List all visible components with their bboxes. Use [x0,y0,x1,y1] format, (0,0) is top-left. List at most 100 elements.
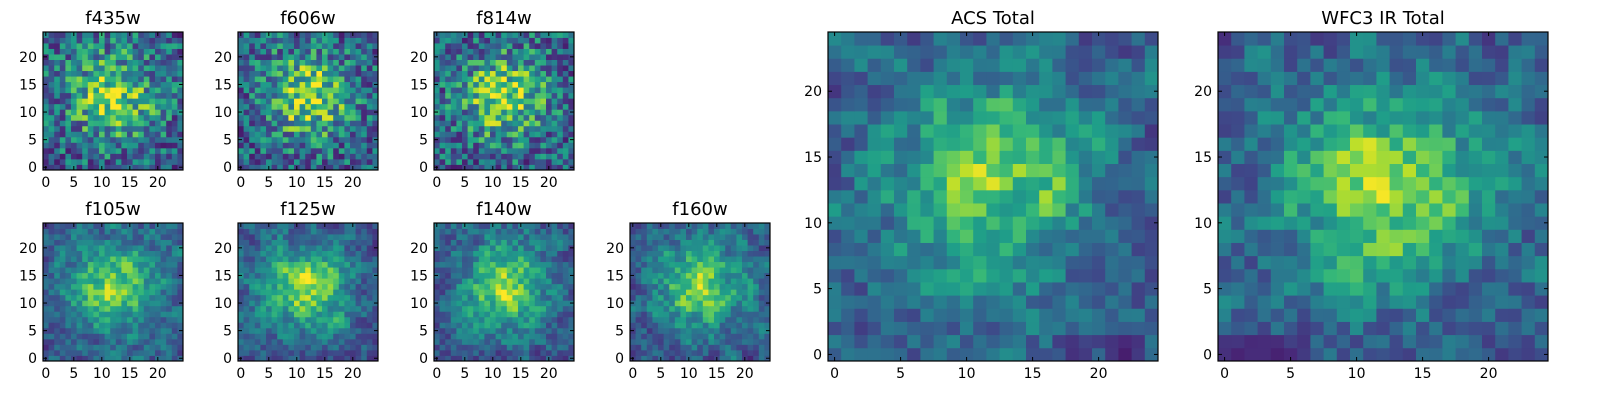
heatmap-cell [249,223,256,229]
heatmap-cell [238,48,244,55]
heatmap-cell [450,76,457,83]
heatmap-cell [512,344,519,351]
heatmap-cell [87,278,94,285]
heatmap-cell [635,355,642,362]
heatmap-cell [986,282,1000,296]
heatmap-cell [155,250,161,257]
heatmap-cell [1065,255,1080,270]
heatmap-cell [93,289,100,296]
heatmap-cell [238,87,244,94]
heatmap-cell [143,120,150,127]
heatmap-cell [104,81,111,88]
heatmap-cell [99,120,105,127]
heatmap-cell [143,147,150,154]
heatmap-cell [546,245,552,251]
heatmap-cell [501,120,508,127]
heatmap-cell [894,282,908,296]
heatmap-cell [506,333,513,340]
heatmap-cell [986,334,1000,349]
heatmap-cell [132,43,139,49]
heatmap-cell [93,114,100,121]
heatmap-cell [366,283,373,290]
heatmap-cell [518,76,524,83]
heatmap-cell [473,267,480,274]
heatmap-cell [490,267,496,274]
heatmap-cell [48,228,55,235]
heatmap-cell [445,344,452,351]
heatmap-cell [305,81,312,88]
heatmap-cell [484,153,491,160]
heatmap-cell [439,54,446,60]
heatmap-cell [344,294,351,301]
heatmap-cell [361,250,368,257]
heatmap-cell [758,283,765,290]
heatmap-cell [266,125,272,132]
heatmap-cell [933,150,948,164]
heatmap-cell [166,142,173,149]
heatmap-cell [372,32,379,38]
heatmap-cell [551,322,558,329]
heatmap-cell [171,228,178,235]
heatmap-cell [523,311,530,318]
heatmap-cell [674,228,681,235]
heatmap-cell [322,92,328,99]
heatmap-cell [254,294,261,301]
heatmap-cell [338,153,345,160]
heatmap-cell [310,114,317,121]
heatmap-cell [277,305,284,312]
heatmap-cell [467,164,474,171]
heatmap-cell [366,272,373,279]
heatmap-cell [501,283,508,290]
heatmap-cell [501,272,508,279]
heatmap-cell [456,322,463,329]
heatmap-cell [529,256,536,263]
heatmap-cell [439,355,446,362]
heatmap-cell [177,125,184,132]
heatmap-cell [534,76,541,83]
heatmap-cell [71,305,77,312]
heatmap-cell [490,125,496,132]
heatmap-cell [646,316,653,323]
heatmap-cell [719,250,726,257]
heatmap-cell [254,316,261,323]
heatmap-cell [138,300,145,307]
heatmap-cell [462,245,468,251]
heatmap-cell [445,142,452,149]
heatmap-cell [546,125,552,132]
heatmap-cell [462,37,468,44]
heatmap-cell [110,239,117,246]
heatmap-cell [1039,282,1053,296]
heatmap-cell [518,158,524,165]
heatmap-cell [277,333,284,340]
heatmap-cell [344,355,351,362]
heatmap-cell [1065,268,1080,283]
heatmap-cell [243,311,250,318]
heatmap-cell [288,125,295,132]
heatmap-cell [841,321,855,336]
y-tick-label: 10 [410,105,428,121]
heatmap-cell [534,70,541,77]
heatmap-cell [138,59,145,66]
heatmap-cell [630,289,636,296]
heatmap-cell [534,65,541,72]
heatmap-cell [344,278,351,285]
heatmap-cell [551,316,558,323]
heatmap-cell [93,234,100,240]
heatmap-cell [742,228,748,235]
heatmap-cell [149,136,156,143]
heatmap-cell [171,59,178,66]
heatmap-cell [473,59,480,66]
heatmap-cell [149,272,156,279]
heatmap-cell [54,131,61,138]
heatmap-cell [271,147,278,154]
heatmap-cell [546,92,552,99]
heatmap-cell [450,355,457,362]
heatmap-cell [529,316,536,323]
heatmap-cell [674,239,681,246]
heatmap-cell [674,333,681,340]
heatmap-cell [115,289,122,296]
heatmap-cell [697,322,704,329]
heatmap-cell [260,294,267,301]
heatmap-cell [880,242,895,257]
heatmap-cell [282,98,289,105]
